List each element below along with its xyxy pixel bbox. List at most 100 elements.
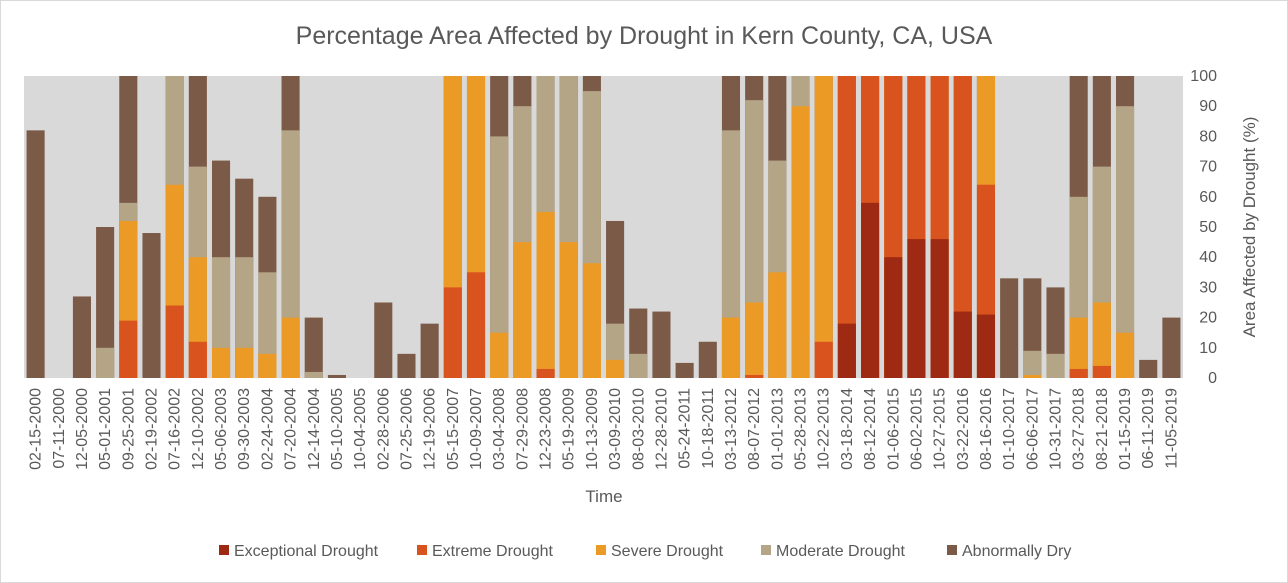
bar-moderate-drought xyxy=(1046,353,1065,378)
bar-severe-drought xyxy=(559,242,578,378)
legend-label: Exceptional Drought xyxy=(234,543,379,560)
legend-swatch xyxy=(761,545,771,555)
x-tick-label: 10-22-2013 xyxy=(816,388,833,470)
bar-moderate-drought xyxy=(490,136,509,378)
x-tick-label: 09-30-2003 xyxy=(236,388,253,470)
x-tick-label: 06-06-2017 xyxy=(1024,388,1041,470)
x-tick-label: 05-06-2003 xyxy=(213,388,230,470)
x-tick-label: 12-14-2004 xyxy=(306,388,323,470)
bar-exceptional-drought xyxy=(907,239,926,378)
bar-extreme-drought xyxy=(119,320,138,378)
x-tick-label: 05-28-2013 xyxy=(793,388,810,470)
x-tick-label: 02-28-2006 xyxy=(375,388,392,470)
x-tick-label: 07-11-2000 xyxy=(51,388,68,469)
x-tick-label: 03-13-2012 xyxy=(723,388,740,470)
x-tick-label: 03-18-2014 xyxy=(839,388,856,470)
y-axis-ticks: 0 10 20 30 40 50 60 70 80 90 100 xyxy=(1190,68,1217,387)
legend-label: Severe Drought xyxy=(611,543,724,560)
y-tick-label: 50 xyxy=(1199,219,1217,236)
x-tick-label: 03-09-2010 xyxy=(607,388,624,470)
x-tick-label: 01-06-2015 xyxy=(885,388,902,470)
bar-severe-drought xyxy=(1092,302,1111,378)
x-tick-label: 08-12-2014 xyxy=(862,388,879,470)
bar-severe-drought xyxy=(513,242,532,378)
legend-item-exceptional-drought: Exceptional Drought xyxy=(219,543,379,560)
bar-abnormally-dry xyxy=(397,353,416,378)
bar-extreme-drought xyxy=(1069,368,1088,378)
bar-moderate-drought xyxy=(1116,106,1135,378)
bar-severe-drought xyxy=(211,347,231,378)
legend: Exceptional Drought Extreme Drought Severe… xyxy=(219,543,1071,560)
bar-abnormally-dry xyxy=(374,302,393,378)
x-tick-label: 03-04-2008 xyxy=(491,388,508,470)
bar-abnormally-dry xyxy=(652,311,671,378)
x-tick-label: 02-19-2002 xyxy=(143,388,160,470)
x-tick-label: 09-25-2001 xyxy=(120,388,137,470)
x-tick-label: 01-01-2013 xyxy=(769,388,786,470)
bar-abnormally-dry xyxy=(142,233,161,378)
bar-abnormally-dry xyxy=(1000,278,1019,378)
legend-swatch xyxy=(417,545,427,555)
bar-extreme-drought xyxy=(745,374,764,378)
bar-extreme-drought xyxy=(443,287,462,378)
x-tick-label: 12-23-2008 xyxy=(538,388,555,470)
bar-severe-drought xyxy=(536,211,555,378)
bar-abnormally-dry xyxy=(675,362,694,378)
bar-severe-drought xyxy=(745,302,764,378)
bar-abnormally-dry xyxy=(1139,359,1158,378)
bar-severe-drought xyxy=(768,272,787,378)
legend-item-moderate-drought: Moderate Drought xyxy=(761,543,906,560)
x-tick-label: 02-24-2004 xyxy=(259,388,276,470)
bar-moderate-drought xyxy=(96,347,115,378)
bar-moderate-drought xyxy=(281,130,300,378)
legend-label: Extreme Drought xyxy=(432,543,553,560)
bar-extreme-drought xyxy=(837,76,856,378)
bar-exceptional-drought xyxy=(930,239,949,378)
bar-exceptional-drought xyxy=(837,323,856,378)
x-axis-title: Time xyxy=(585,487,622,506)
bar-severe-drought xyxy=(606,359,625,378)
legend-swatch xyxy=(947,545,957,555)
x-tick-label: 03-22-2016 xyxy=(955,388,972,470)
bar-severe-drought xyxy=(1023,374,1042,378)
bar-extreme-drought xyxy=(536,368,555,378)
bar-abnormally-dry xyxy=(1162,317,1181,378)
y-tick-label: 70 xyxy=(1199,159,1217,176)
bar-exceptional-drought xyxy=(861,202,880,378)
bar-abnormally-dry xyxy=(698,341,717,378)
x-tick-label: 12-28-2010 xyxy=(653,388,670,470)
bar-severe-drought xyxy=(582,263,601,378)
x-tick-label: 11-05-2019 xyxy=(1163,388,1180,469)
bar-moderate-drought xyxy=(721,130,741,378)
x-tick-label: 10-09-2007 xyxy=(468,388,485,470)
y-tick-label: 60 xyxy=(1199,189,1217,206)
legend-label: Moderate Drought xyxy=(776,543,906,560)
bar-exceptional-drought xyxy=(884,257,903,378)
x-axis-ticks: 02-15-2000 07-11-2000 12-05-2000 05-01-2001… xyxy=(28,388,1181,470)
x-tick-label: 07-29-2008 xyxy=(514,388,531,470)
y-tick-label: 80 xyxy=(1199,128,1217,145)
x-tick-label: 10-18-2011 xyxy=(700,388,717,469)
x-tick-label: 10-04-2005 xyxy=(352,388,369,470)
x-tick-label: 07-20-2004 xyxy=(283,388,300,470)
bar-severe-drought xyxy=(721,317,741,378)
chart-title: Percentage Area Affected by Drought in K… xyxy=(296,22,993,50)
bar-extreme-drought xyxy=(1092,365,1111,378)
x-tick-label: 10-13-2009 xyxy=(584,388,601,470)
bar-abnormally-dry xyxy=(420,323,439,378)
bar-extreme-drought xyxy=(814,341,833,378)
y-tick-label: 30 xyxy=(1199,279,1217,296)
x-tick-label: 12-10-2002 xyxy=(190,388,207,470)
y-tick-label: 100 xyxy=(1190,68,1217,85)
x-tick-label: 08-16-2016 xyxy=(978,388,995,470)
bar-moderate-drought xyxy=(304,371,323,378)
bar-severe-drought xyxy=(281,317,300,378)
bar-abnormally-dry xyxy=(304,317,323,378)
legend-swatch xyxy=(219,545,229,555)
x-tick-label: 02-15-2000 xyxy=(28,388,45,470)
y-tick-label: 40 xyxy=(1199,249,1217,266)
bar-extreme-drought xyxy=(188,341,207,378)
legend-item-extreme-drought: Extreme Drought xyxy=(417,543,553,560)
bar-exceptional-drought xyxy=(953,311,972,378)
